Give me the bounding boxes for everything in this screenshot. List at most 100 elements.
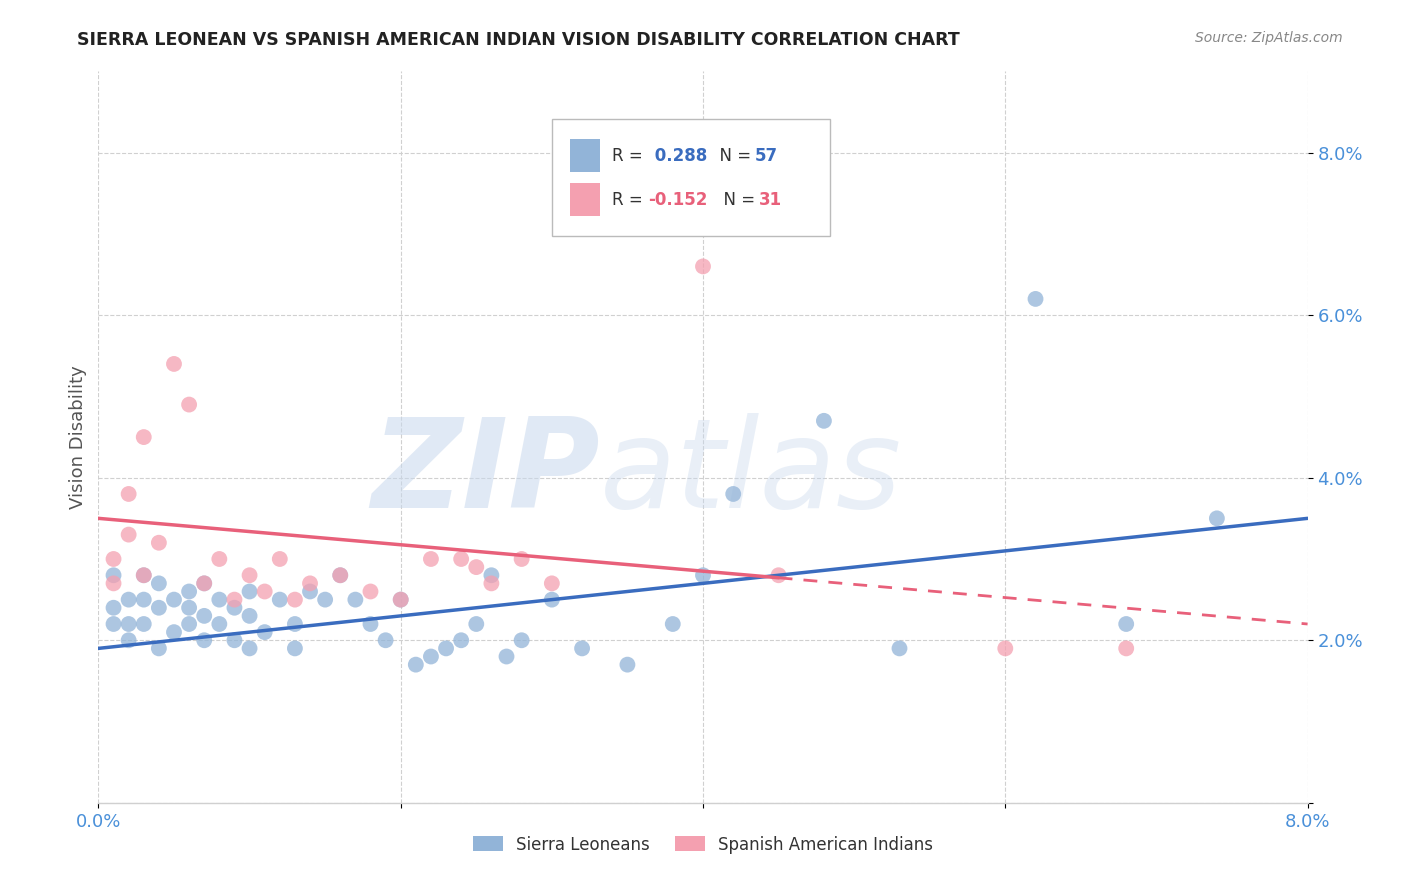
Point: [360, 584, 382, 599]
Point: [239, 641, 262, 656]
Point: [253, 584, 276, 599]
Point: [1206, 511, 1229, 525]
Point: [510, 552, 533, 566]
Point: [208, 552, 231, 566]
Point: [510, 633, 533, 648]
Point: [495, 649, 517, 664]
Point: [329, 568, 352, 582]
Point: [103, 576, 125, 591]
Point: [118, 592, 141, 607]
Point: [208, 617, 231, 632]
Point: [132, 568, 155, 582]
Point: [374, 633, 396, 648]
Text: R =: R =: [613, 147, 648, 165]
Point: [571, 641, 593, 656]
FancyBboxPatch shape: [551, 119, 830, 235]
Text: 31: 31: [759, 191, 782, 209]
Text: R =: R =: [613, 191, 648, 209]
Point: [179, 398, 201, 412]
Point: [193, 608, 215, 623]
Point: [420, 649, 443, 664]
Point: [692, 568, 714, 582]
Point: [179, 600, 201, 615]
Text: N =: N =: [709, 147, 756, 165]
Point: [768, 568, 790, 582]
Point: [148, 600, 170, 615]
Point: [239, 568, 262, 582]
Point: [284, 617, 307, 632]
FancyBboxPatch shape: [569, 139, 600, 172]
Point: [360, 617, 382, 632]
Point: [465, 617, 488, 632]
Point: [661, 617, 683, 632]
Point: [692, 260, 714, 274]
Text: Source: ZipAtlas.com: Source: ZipAtlas.com: [1195, 31, 1343, 45]
Legend: Sierra Leoneans, Spanish American Indians: Sierra Leoneans, Spanish American Indian…: [467, 829, 939, 860]
Point: [450, 633, 472, 648]
Point: [148, 641, 170, 656]
Point: [118, 617, 141, 632]
Text: 57: 57: [755, 147, 778, 165]
Point: [389, 592, 412, 607]
Point: [179, 617, 201, 632]
Point: [239, 584, 262, 599]
Text: N =: N =: [713, 191, 761, 209]
Point: [239, 608, 262, 623]
Point: [132, 568, 155, 582]
Point: [118, 633, 141, 648]
Point: [132, 430, 155, 444]
Point: [389, 592, 412, 607]
Point: [540, 576, 562, 591]
Point: [1115, 617, 1137, 632]
Point: [118, 487, 141, 501]
Point: [253, 625, 276, 640]
Point: [1115, 641, 1137, 656]
Point: [132, 592, 155, 607]
Point: [163, 592, 186, 607]
Point: [224, 633, 246, 648]
Text: ZIP: ZIP: [371, 413, 600, 534]
Point: [723, 487, 745, 501]
Point: [193, 576, 215, 591]
Point: [103, 600, 125, 615]
Point: [118, 527, 141, 541]
FancyBboxPatch shape: [569, 183, 600, 216]
Point: [269, 592, 291, 607]
Point: [193, 633, 215, 648]
Point: [193, 576, 215, 591]
Y-axis label: Vision Disability: Vision Disability: [69, 365, 87, 509]
Text: 0.288: 0.288: [648, 147, 707, 165]
Point: [540, 592, 562, 607]
Point: [163, 357, 186, 371]
Point: [314, 592, 336, 607]
Point: [1025, 292, 1047, 306]
Point: [148, 535, 170, 549]
Point: [616, 657, 638, 672]
Point: [148, 576, 170, 591]
Point: [224, 600, 246, 615]
Point: [132, 617, 155, 632]
Point: [465, 560, 488, 574]
Point: [420, 552, 443, 566]
Point: [450, 552, 472, 566]
Point: [269, 552, 291, 566]
Point: [284, 592, 307, 607]
Point: [481, 568, 503, 582]
Point: [299, 584, 322, 599]
Point: [571, 121, 593, 136]
Point: [344, 592, 367, 607]
Point: [434, 641, 457, 656]
Point: [103, 552, 125, 566]
Point: [103, 617, 125, 632]
Point: [208, 592, 231, 607]
Point: [889, 641, 911, 656]
Point: [299, 576, 322, 591]
Text: atlas: atlas: [600, 413, 903, 534]
Point: [163, 625, 186, 640]
Point: [813, 414, 835, 428]
Point: [329, 568, 352, 582]
Point: [284, 641, 307, 656]
Point: [481, 576, 503, 591]
Text: SIERRA LEONEAN VS SPANISH AMERICAN INDIAN VISION DISABILITY CORRELATION CHART: SIERRA LEONEAN VS SPANISH AMERICAN INDIA…: [77, 31, 960, 49]
Point: [179, 584, 201, 599]
